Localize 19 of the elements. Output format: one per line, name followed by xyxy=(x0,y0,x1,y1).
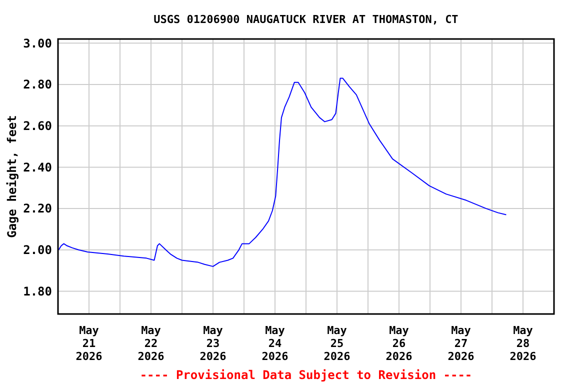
line-series xyxy=(58,78,507,267)
x-tick-label: May 24 2026 xyxy=(262,324,289,363)
chart-title: USGS 01206900 NAUGATUCK RIVER AT THOMASTON, CT xyxy=(154,13,459,26)
y-tick-label: 2.40 xyxy=(23,160,52,174)
x-tick-label: May 21 2026 xyxy=(76,324,103,363)
y-tick-label: 2.60 xyxy=(23,119,52,134)
x-tick-label: May 28 2026 xyxy=(510,324,537,363)
x-tick-label: May 27 2026 xyxy=(448,324,475,363)
text: ---- Provisional Data Subject to Revision ---- xyxy=(140,368,472,382)
y-tick-label: 2.80 xyxy=(23,78,52,92)
x-tick-label: May 22 2026 xyxy=(138,324,165,363)
y-tick-label: 1.80 xyxy=(23,284,52,298)
y-axis-title: Gage height, feet xyxy=(5,115,19,238)
y-tick-label: 2.00 xyxy=(23,243,52,258)
x-tick-label: May 26 2026 xyxy=(386,324,413,363)
y-tick-label: 2.20 xyxy=(23,202,52,216)
x-tick-label: May 23 2026 xyxy=(200,324,227,363)
y-tick-label: 3.00 xyxy=(23,36,52,50)
x-tick-label: May 25 2026 xyxy=(324,324,351,363)
